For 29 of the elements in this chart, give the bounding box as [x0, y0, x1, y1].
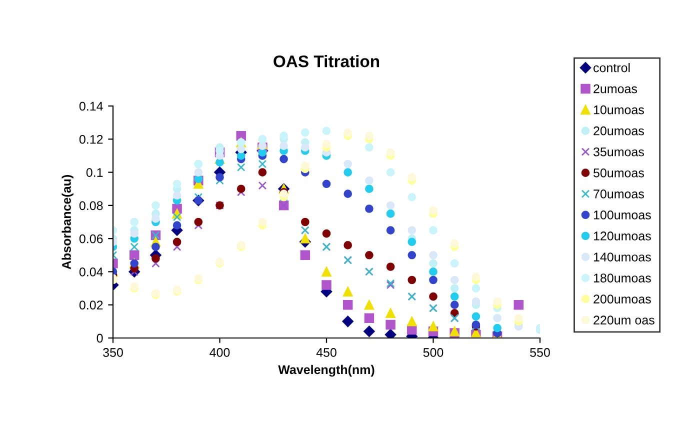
legend-label: 180umoas	[594, 274, 651, 282]
x-axis-title: Wavelength(nm)	[278, 364, 374, 377]
legend-label: 120umoas	[594, 232, 651, 240]
legend-label: 10umoas	[594, 105, 644, 114]
legend-label: 100umoas	[594, 210, 651, 220]
x-tick-label: 550	[530, 348, 550, 357]
y-tick-label: 0.14	[79, 102, 103, 111]
y-axis-title: Absorbance(au)	[62, 175, 74, 270]
y-tick-label: 0.02	[79, 300, 103, 310]
legend-label: 35umoas	[593, 147, 644, 156]
y-tick-label: 0.04	[79, 268, 103, 276]
x-tick-label: 350	[103, 348, 123, 357]
legend-label: 140umoas	[594, 252, 651, 262]
legend-label: control	[594, 63, 630, 72]
y-tick-label: 0.06	[79, 234, 103, 244]
legend-label: 70umoas	[594, 190, 644, 198]
x-tick-label: 400	[210, 348, 230, 357]
legend-label: 50umoas	[594, 168, 644, 178]
legend-label: 2umoas	[594, 84, 638, 94]
y-tick-label: 0.1	[86, 168, 103, 177]
legend-label: 200umoas	[594, 294, 651, 304]
y-tick-label: 0	[96, 334, 103, 343]
chart-title: OAS Titration	[274, 55, 380, 68]
y-tick-label: 0.08	[79, 201, 103, 210]
x-tick-label: 500	[423, 348, 444, 357]
legend-label: 20umoas	[594, 126, 644, 136]
legend-label: 220um oas	[594, 316, 654, 325]
x-tick-label: 450	[316, 348, 336, 357]
y-tick-label: 0.12	[79, 134, 103, 144]
